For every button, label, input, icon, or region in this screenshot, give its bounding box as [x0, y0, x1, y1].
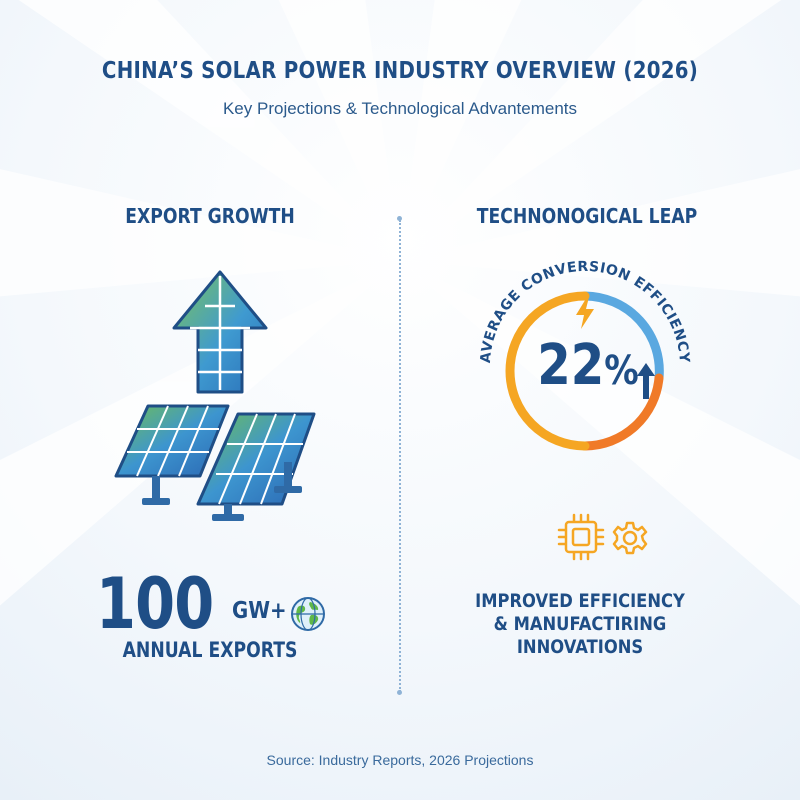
export-growth-heading: EXPORT GROWTH	[125, 204, 295, 228]
innovation-line-1: IMPROVED EFFICIENCY	[475, 590, 685, 612]
efficiency-value: 22%	[536, 333, 639, 398]
innovation-text: IMPROVED EFFICIENCY & MANUFACTIRING INNO…	[466, 590, 693, 659]
exports-unit: GW+	[232, 598, 287, 624]
arrow-up-icon	[637, 363, 655, 399]
page-title: CHINA’S SOLAR POWER INDUSTRY OVERVIEW (2…	[101, 58, 699, 84]
divider-top-dot	[397, 216, 402, 221]
efficiency-number: 22	[537, 333, 605, 398]
lightning-icon	[576, 297, 594, 329]
innovation-line-2: & MANUFACTIRING	[493, 613, 667, 635]
exports-value: 100	[96, 563, 214, 645]
page-subtitle: Key Projections & Technological Advantem…	[222, 99, 578, 118]
gear-icon	[612, 521, 648, 555]
center-divider	[399, 220, 401, 692]
innovation-line-3: INNOVATIONS	[516, 636, 644, 658]
chip-icon	[557, 513, 605, 561]
divider-bottom-dot	[397, 690, 402, 695]
tech-leap-heading: TECHNONOGICAL LEAP	[476, 204, 698, 228]
efficiency-symbol: %	[604, 348, 639, 394]
solar-panels-icon	[114, 404, 316, 521]
source-note: Source: Industry Reports, 2026 Projectio…	[266, 752, 534, 768]
arrow-up-solar-icon	[172, 270, 268, 394]
exports-label: ANNUAL EXPORTS	[122, 638, 298, 662]
globe-icon	[291, 597, 325, 631]
